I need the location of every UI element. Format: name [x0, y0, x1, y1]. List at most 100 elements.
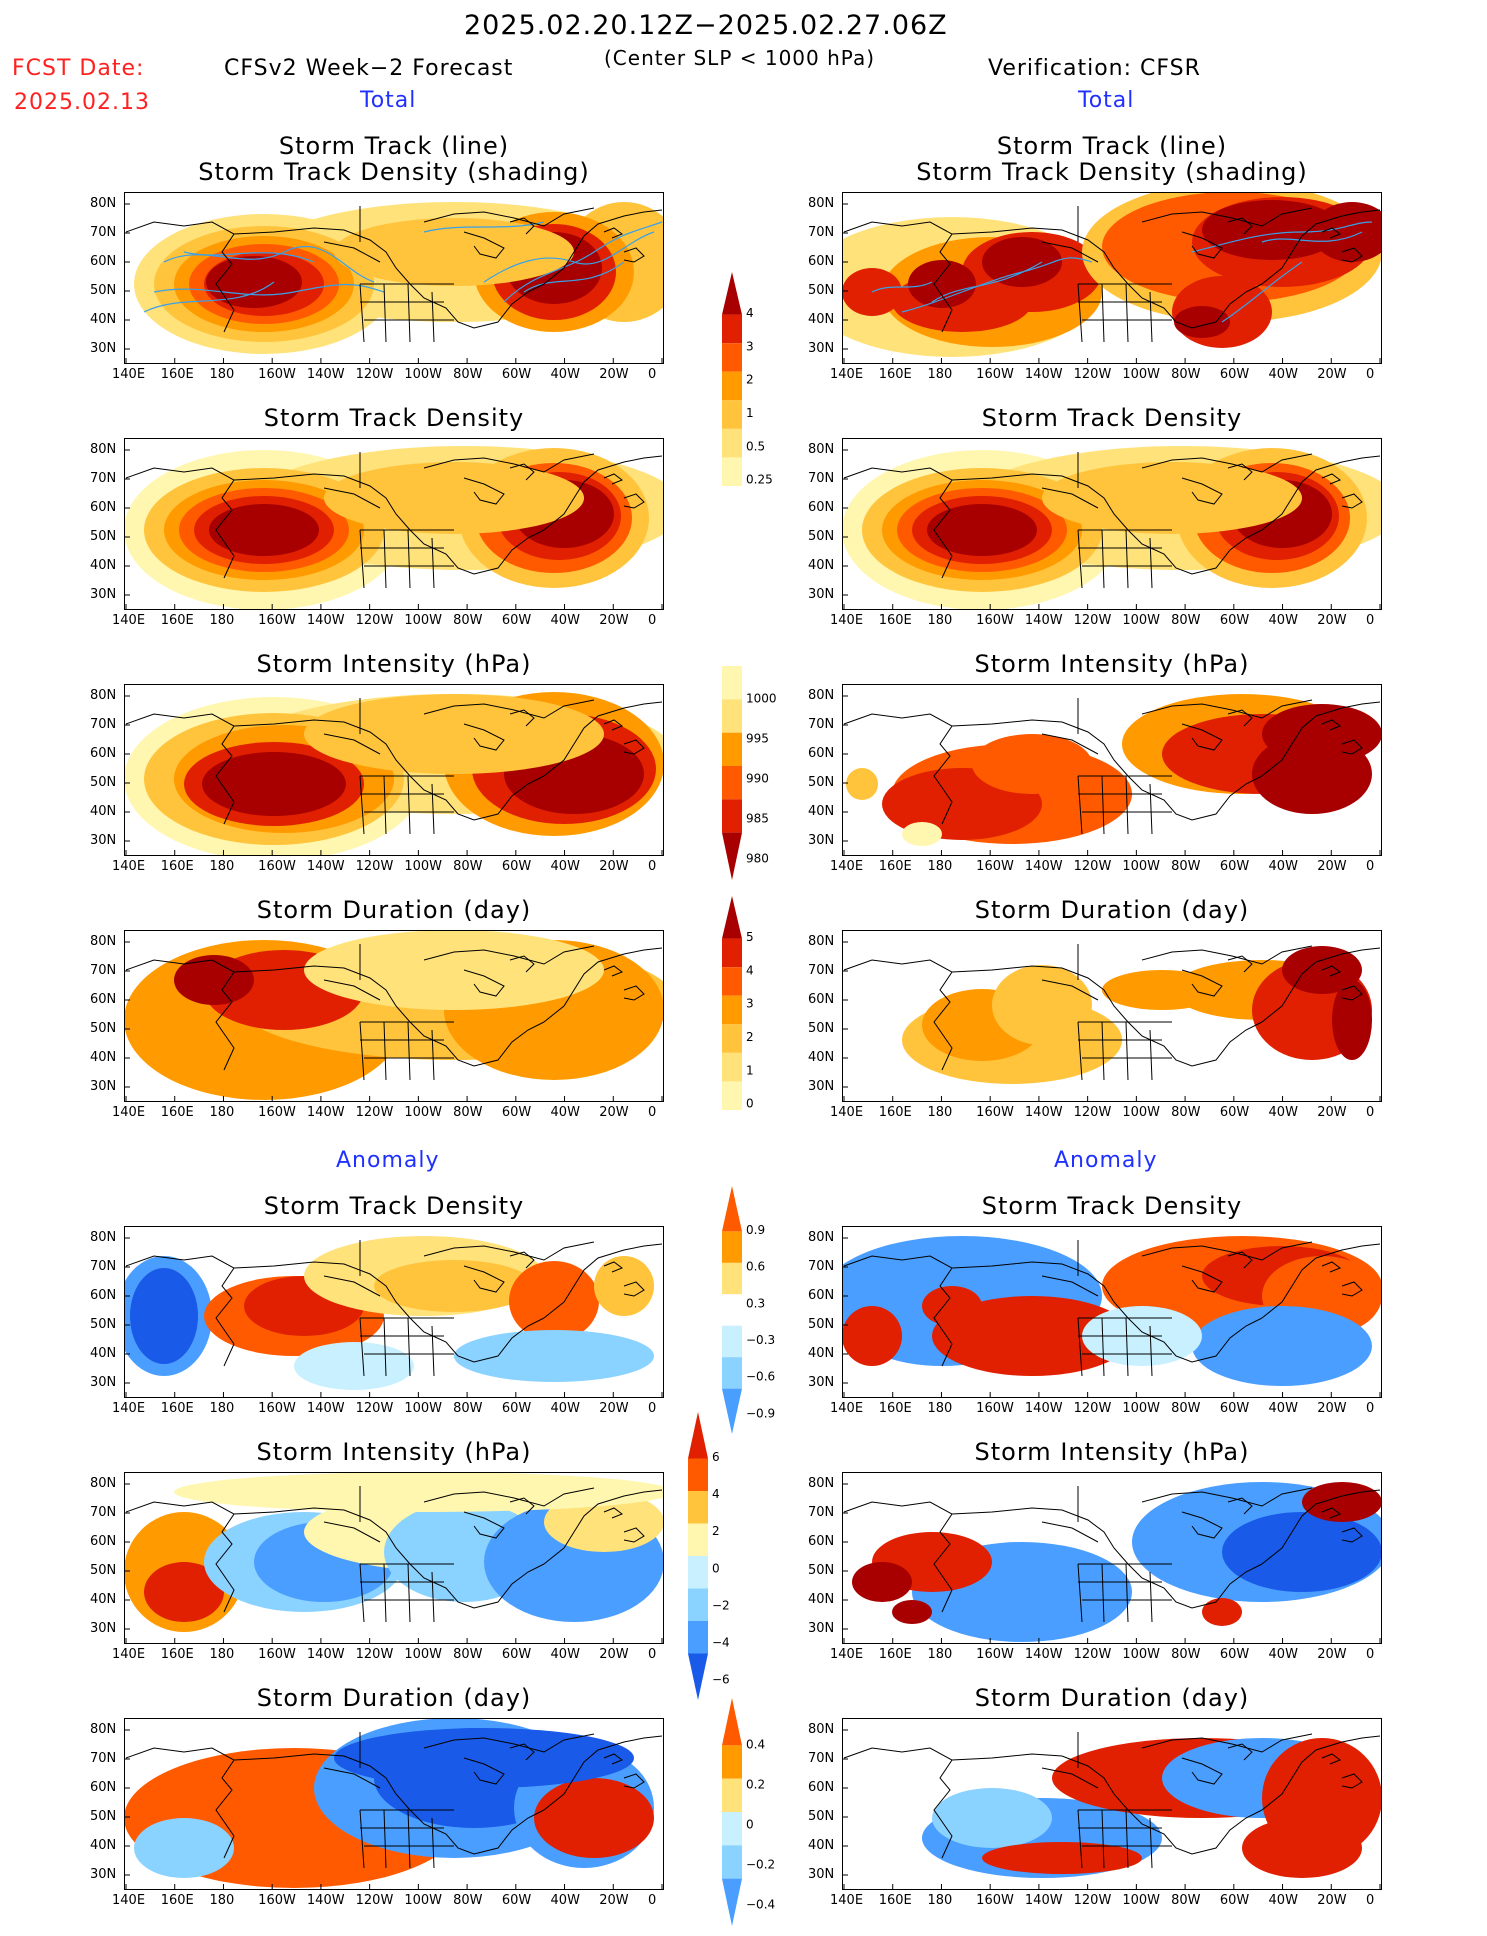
lon-label: 40W — [550, 367, 580, 382]
lon-label: 140W — [1024, 1647, 1063, 1662]
lon-label: 0 — [1366, 613, 1375, 628]
coastline — [125, 467, 235, 579]
lon-label: 60W — [501, 1105, 532, 1120]
coastline — [603, 1261, 624, 1273]
colorbar-segment — [688, 1621, 708, 1654]
lat-label: 60N — [90, 1780, 117, 1795]
lon-label: 20W — [599, 859, 629, 874]
colorbar-label: −4 — [712, 1636, 730, 1650]
lon-label: 20W — [599, 1647, 629, 1662]
map-panel — [842, 684, 1382, 856]
storm-track-line — [153, 283, 385, 296]
coastline — [603, 1507, 624, 1519]
lon-label: 40W — [550, 1401, 580, 1416]
map-panel — [842, 438, 1382, 610]
colorbar-duration-total: 5 4 3 2 1 0 — [722, 890, 782, 1134]
lat-label: 70N — [90, 1505, 117, 1520]
colorbar-label: 1 — [746, 1063, 754, 1077]
coastline — [843, 467, 953, 579]
lon-label: 140E — [830, 859, 864, 874]
lat-label: 40N — [90, 1838, 117, 1853]
ticks — [842, 695, 1381, 856]
coastline — [1261, 947, 1381, 1023]
lat-label: 50N — [90, 1809, 117, 1824]
shading-layer — [124, 1472, 664, 1632]
lon-label: 40W — [1268, 367, 1298, 382]
lon-label: 180 — [927, 1893, 953, 1908]
lon-label: 60W — [1219, 1105, 1250, 1120]
lon-label: 20W — [1317, 1893, 1347, 1908]
colorbar-label: 985 — [746, 812, 769, 826]
panel-title-intensity-left: Storm Intensity (hPa) — [256, 650, 532, 678]
lon-label: 100W — [1122, 367, 1161, 382]
shading-region — [534, 1778, 654, 1858]
colorbar-segment — [722, 1262, 742, 1295]
map-svg — [124, 1226, 664, 1398]
coastline — [359, 283, 365, 343]
anomaly-label-right: Anomaly — [1054, 1148, 1158, 1173]
coastline — [125, 1747, 235, 1859]
colorbar-label: 4 — [746, 306, 754, 320]
map-panel — [842, 930, 1382, 1102]
lon-label: 40W — [1268, 1893, 1298, 1908]
coastline — [323, 487, 381, 509]
lat-label: 50N — [90, 529, 117, 544]
lat-label: 50N — [90, 775, 117, 790]
lon-label: 100W — [1122, 1647, 1161, 1662]
lon-label: 20W — [1317, 1401, 1347, 1416]
colorbar-segment — [722, 1778, 742, 1812]
shading-region — [334, 218, 574, 286]
panel-title-duration-right: Storm Duration (day) — [974, 896, 1250, 924]
lon-label: 140W — [1024, 859, 1063, 874]
coastline — [603, 227, 624, 239]
lon-label: 100W — [404, 859, 443, 874]
shading-region — [927, 504, 1037, 556]
coastline — [1261, 1489, 1381, 1565]
lon-label: 60W — [1219, 859, 1250, 874]
shading-region — [1332, 980, 1372, 1060]
coastline — [1181, 1265, 1223, 1293]
lat-label: 30N — [90, 341, 117, 356]
map-svg — [124, 1718, 664, 1890]
colorbar-label: 5 — [746, 930, 754, 944]
coastlines — [125, 452, 663, 589]
lon-label: 140W — [1024, 367, 1063, 382]
coastline — [543, 1489, 663, 1565]
shading-region — [1242, 1818, 1362, 1878]
coastline — [323, 733, 381, 755]
colorbar-segment — [722, 896, 742, 939]
lon-label: 160W — [258, 1893, 296, 1908]
lat-label: 70N — [808, 963, 835, 978]
coastline — [1227, 1251, 1253, 1269]
coastline — [323, 1521, 381, 1543]
lon-label: 160W — [976, 1893, 1014, 1908]
lat-label: 80N — [808, 688, 835, 703]
coastline — [951, 1261, 1263, 1363]
lon-label: 180 — [927, 613, 953, 628]
total-label-left: Total — [360, 88, 417, 113]
coastline — [233, 1261, 545, 1363]
coastline — [125, 1501, 235, 1613]
lat-label: 80N — [808, 1230, 835, 1245]
panel-title-density-left: Storm Track Density — [263, 404, 525, 432]
coastline — [1321, 1261, 1342, 1273]
coastline — [233, 1507, 545, 1609]
colorbar-segment — [722, 1024, 742, 1053]
colorbar-segment — [722, 314, 742, 344]
colorbar-segment — [722, 1745, 742, 1779]
map-svg — [842, 192, 1382, 364]
colorbar-segment — [722, 1052, 742, 1082]
coastline — [359, 1809, 365, 1869]
coastline — [1041, 1767, 1099, 1789]
coastline — [359, 529, 365, 589]
map-frame — [842, 192, 1382, 364]
lon-label: 0 — [648, 367, 657, 382]
lat-label: 80N — [90, 688, 117, 703]
colorbar-segment — [722, 343, 742, 372]
lat-label: 70N — [90, 1259, 117, 1274]
coastline — [1041, 1275, 1099, 1297]
lat-label: 80N — [90, 196, 117, 211]
lon-label: 40W — [550, 1105, 580, 1120]
colorbar-svg: 1000 995 990 985 980 — [722, 666, 777, 880]
storm-track-line — [143, 281, 275, 313]
